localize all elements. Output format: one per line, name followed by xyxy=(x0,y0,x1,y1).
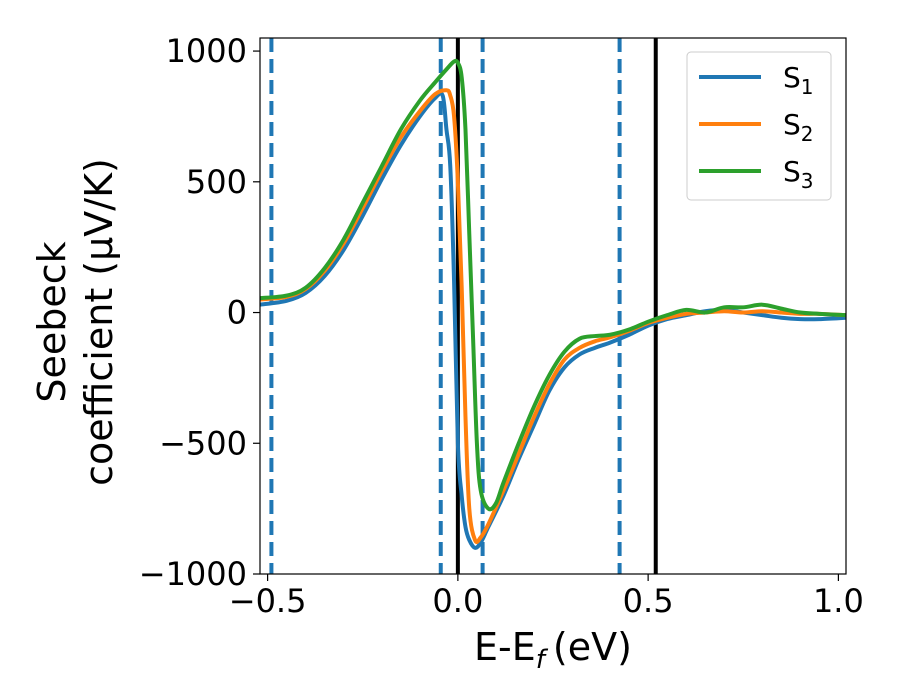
y-axis-ticks: −1000 −500 0 500 1000 xyxy=(139,32,260,593)
x-tick-label: 0.5 xyxy=(623,582,674,620)
legend-label-s2: S2 xyxy=(783,108,814,146)
legend-label-sub: 2 xyxy=(801,122,814,146)
y-tick-label: 1000 xyxy=(166,32,247,70)
legend-label-s3: S3 xyxy=(783,155,814,193)
x-axis-ticks: −0.5 0.0 0.5 1.0 xyxy=(229,574,864,620)
legend-label-main: S xyxy=(783,61,801,94)
series-line-s3 xyxy=(260,58,846,512)
legend-label-sub: 3 xyxy=(801,169,814,193)
legend-label-sub: 1 xyxy=(801,75,814,99)
y-axis-label-line1: Seebeck xyxy=(30,241,74,402)
y-axis-label: Seebeck coefficient (μV/K) xyxy=(30,158,121,486)
x-axis-label-main: E-E xyxy=(474,625,536,669)
x-axis-label-unit: (eV) xyxy=(553,625,632,669)
x-tick-label: 0.0 xyxy=(432,582,483,620)
x-axis-label: E-Ef (eV) xyxy=(474,625,632,675)
plot-frame xyxy=(259,37,847,575)
reference-lines xyxy=(269,38,658,574)
y-tick-label: −500 xyxy=(159,424,247,462)
y-tick-label: 500 xyxy=(186,163,247,201)
y-axis-label-line2: coefficient (μV/K) xyxy=(77,158,121,486)
series-group xyxy=(260,58,846,550)
x-tick-label: 1.0 xyxy=(813,582,864,620)
x-tick-label: −0.5 xyxy=(229,582,307,620)
x-axis-label-sub: f xyxy=(536,645,549,675)
legend-label-main: S xyxy=(783,155,801,188)
legend-label-s1: S1 xyxy=(783,61,814,99)
legend-label-main: S xyxy=(783,108,801,141)
y-tick-label: −1000 xyxy=(139,555,247,593)
y-tick-label: 0 xyxy=(227,294,247,332)
